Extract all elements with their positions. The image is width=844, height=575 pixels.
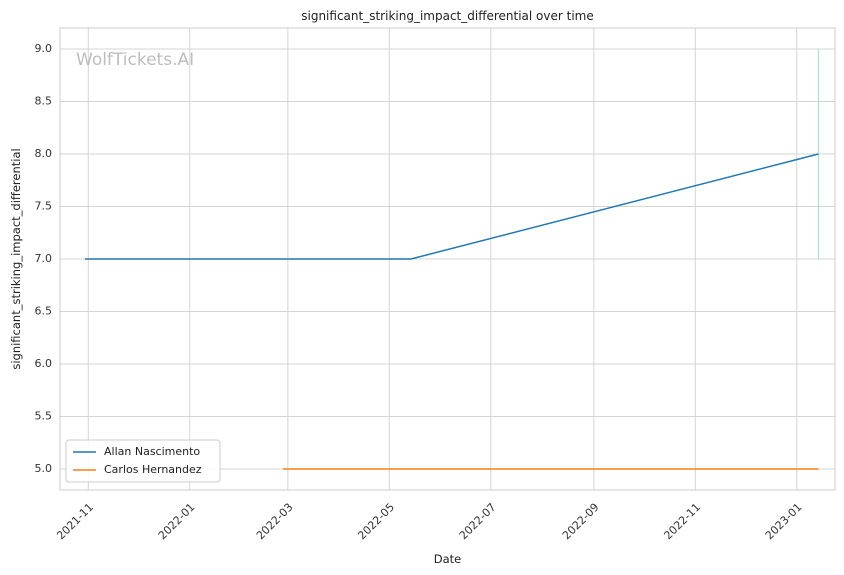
legend-label: Allan Nascimento — [104, 445, 200, 458]
y-tick-label: 8.5 — [35, 95, 53, 108]
y-tick-label: 6.5 — [35, 305, 53, 318]
x-tick-labels: 2021-11 2022-01 2022-03 2022-05 2022-07 2022-… — [54, 501, 804, 543]
x-tick-label: 2022-11 — [661, 501, 703, 543]
y-tick-label: 8.0 — [35, 147, 53, 160]
grid — [60, 28, 835, 490]
y-axis-label: significant_striking_impact_differential — [9, 148, 23, 369]
series-line-1 — [84, 153, 819, 260]
chart-title: significant_striking_impact_differential… — [301, 9, 593, 23]
x-tick-label: 2022-09 — [560, 501, 602, 543]
plot-area-frame — [59, 27, 836, 491]
series-lines — [84, 153, 819, 470]
x-tick-label: 2022-07 — [457, 501, 499, 543]
y-tick-label: 7.5 — [35, 200, 53, 213]
x-tick-label: 2022-03 — [254, 501, 296, 543]
y-tick-label: 6.0 — [35, 357, 53, 370]
x-axis-label: Date — [434, 552, 462, 566]
y-tick-label: 9.0 — [35, 42, 53, 55]
legend-box — [65, 439, 221, 483]
x-tick-label: 2021-11 — [54, 501, 96, 543]
legend: Allan Nascimento Carlos Hernandez — [65, 439, 221, 483]
x-tick-label: 2022-01 — [156, 501, 198, 543]
x-tick-label: 2022-05 — [355, 501, 397, 543]
y-tick-label: 5.0 — [35, 462, 53, 475]
y-tick-label: 7.0 — [35, 252, 53, 265]
y-tick-label: 5.5 — [35, 410, 53, 423]
watermark: WolfTickets.AI — [76, 50, 194, 70]
y-tick-labels: 5.0 5.5 6.0 6.5 7.0 7.5 8.0 8.5 9.0 — [35, 42, 53, 475]
legend-label: Carlos Hernandez — [104, 463, 202, 476]
x-tick-label: 2023-01 — [763, 501, 805, 543]
